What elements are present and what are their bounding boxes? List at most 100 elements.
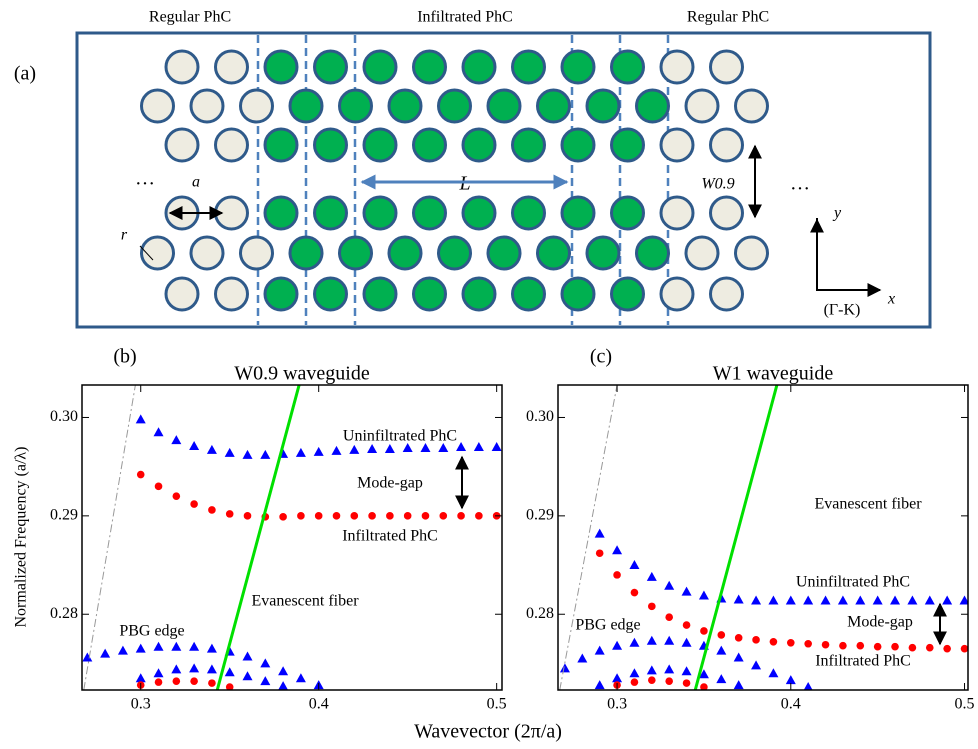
y-tick-label: 0.28 [526, 605, 554, 622]
circle-marker [155, 483, 163, 491]
circle-marker [596, 549, 604, 557]
circle-marker [297, 512, 305, 520]
hole [216, 129, 248, 161]
x-tick-label: 0.4 [309, 696, 329, 713]
circle-marker [909, 644, 917, 652]
hole [364, 278, 396, 310]
axis-label: y [832, 205, 842, 222]
x-tick-label: 0.3 [607, 696, 627, 713]
circle-marker [137, 471, 145, 479]
circle-marker [822, 641, 830, 649]
circle-marker [386, 512, 394, 520]
circle-marker [226, 510, 234, 518]
annotation: Infiltrated PhC [815, 653, 911, 670]
hole [513, 51, 545, 83]
annotation: PBG edge [119, 623, 184, 640]
hole [612, 197, 644, 229]
hole [661, 278, 693, 310]
hole [513, 197, 545, 229]
circle-marker [665, 613, 673, 621]
hole [711, 129, 743, 161]
hole [562, 129, 594, 161]
hole [290, 90, 322, 122]
y-axis-label: Normalized Frequency (a/λ) [13, 446, 30, 627]
annotation: Mode-gap [357, 475, 423, 492]
radius-label: r [121, 227, 128, 244]
hole [364, 51, 396, 83]
circle-marker [190, 500, 198, 508]
circle-marker [648, 676, 656, 684]
circle-marker [770, 638, 778, 646]
hole [389, 90, 421, 122]
hole [612, 51, 644, 83]
hole [439, 237, 471, 269]
hole [686, 90, 718, 122]
hole [166, 278, 198, 310]
circle-marker [208, 506, 216, 514]
hole [191, 90, 223, 122]
circle-marker [457, 512, 465, 520]
y-tick-label: 0.29 [526, 507, 554, 524]
annotation: Evanescent fiber [251, 593, 359, 610]
circle-marker [422, 512, 430, 520]
hole [241, 90, 273, 122]
circle-marker [926, 644, 934, 652]
hole [661, 197, 693, 229]
circle-marker [891, 643, 899, 651]
circle-marker [787, 639, 795, 647]
hole [315, 51, 347, 83]
hole [736, 90, 768, 122]
circle-marker [190, 677, 198, 685]
ellipsis: … [135, 168, 155, 190]
circle-marker [208, 679, 216, 687]
hole [463, 51, 495, 83]
figure: 0.30.40.50.280.290.30(b)W0.9 waveguideUn… [0, 0, 978, 749]
ellipsis: … [790, 173, 810, 195]
hole [142, 90, 174, 122]
hole [191, 237, 223, 269]
hole [587, 237, 619, 269]
hole [414, 278, 446, 310]
panel-label: (a) [14, 63, 36, 85]
y-tick-label: 0.28 [50, 605, 78, 622]
annotation: Uninfiltrated PhC [343, 428, 457, 445]
circle-marker [439, 512, 447, 520]
width-label: W0.9 [701, 176, 734, 193]
hole [265, 129, 297, 161]
circle-marker [368, 512, 376, 520]
circle-marker [874, 643, 882, 651]
hole [166, 129, 198, 161]
y-tick-label: 0.30 [526, 408, 554, 425]
hole [439, 90, 471, 122]
annotation: Uninfiltrated PhC [796, 574, 910, 591]
hole [389, 237, 421, 269]
circle-marker [613, 571, 621, 579]
circle-marker [333, 512, 341, 520]
circle-marker [315, 512, 323, 520]
chart-title: W1 waveguide [713, 363, 834, 385]
circle-marker [943, 645, 951, 653]
annotation: Infiltrated PhC [342, 528, 438, 545]
hole [364, 129, 396, 161]
hole [216, 278, 248, 310]
x-tick-label: 0.5 [487, 696, 507, 713]
hole [290, 237, 322, 269]
hole [340, 90, 372, 122]
hole [340, 237, 372, 269]
hole [315, 197, 347, 229]
hole [216, 51, 248, 83]
hole [637, 237, 669, 269]
annotation: Evanescent fiber [814, 496, 922, 513]
hole [538, 237, 570, 269]
hole [265, 51, 297, 83]
hole [711, 197, 743, 229]
hole [711, 278, 743, 310]
circle-marker [700, 627, 708, 635]
hole [241, 237, 273, 269]
circle-marker [475, 512, 483, 520]
hole [612, 278, 644, 310]
hole [463, 129, 495, 161]
hole [736, 237, 768, 269]
hole [166, 51, 198, 83]
y-tick-label: 0.29 [50, 507, 78, 524]
